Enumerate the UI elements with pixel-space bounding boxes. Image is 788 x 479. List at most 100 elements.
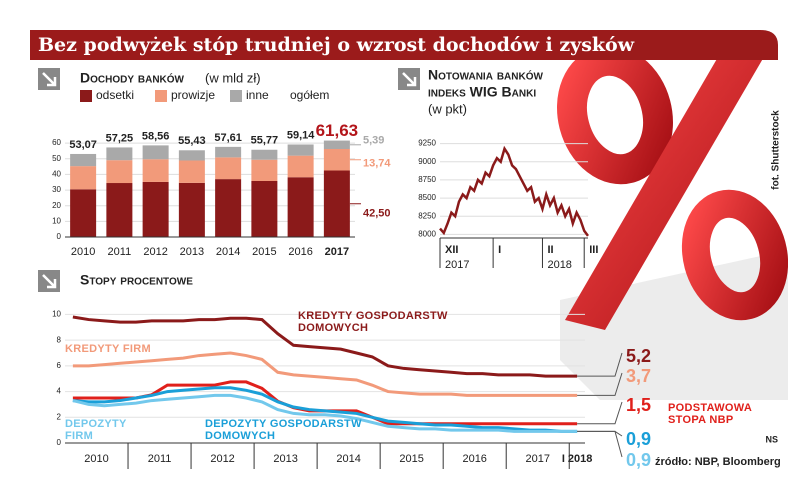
chart-subtitle: indeks WIG Banki [428, 84, 536, 100]
bar-segment [106, 147, 133, 161]
y-tick-label: 30 [52, 185, 61, 194]
bar-segment [70, 166, 97, 190]
bar-segment [287, 177, 314, 237]
chart-title: Notowania banków [428, 67, 543, 83]
y-tick-label: 10 [52, 216, 61, 225]
x-tick-label: 2016 [462, 453, 486, 465]
chart-unit: (w pkt) [428, 101, 467, 116]
total-label: 58,56 [142, 130, 170, 142]
value-label: 13,74 [363, 158, 391, 170]
legend-label: odsetki [96, 88, 134, 102]
author: NS [765, 434, 778, 444]
chart-subtitle: (w mld zł) [205, 70, 261, 85]
end-label: 5,2 [626, 346, 651, 366]
total-label: 53,07 [69, 139, 97, 151]
y-tick-label: 60 [52, 138, 61, 147]
x-tick-label: III [589, 244, 598, 256]
header-title: Bez podwyżek stóp trudniej o wzrost doch… [38, 34, 635, 56]
section-icon [38, 68, 420, 292]
y-tick-label: 4 [57, 387, 62, 396]
y-tick-label: 9000 [418, 157, 436, 166]
value-label: 5,39 [363, 135, 384, 147]
y-tick-label: 0 [57, 232, 62, 241]
y-tick-label: 6 [57, 361, 62, 370]
x-tick-label: 2010 [71, 246, 95, 258]
x-tick-label: 2014 [336, 453, 360, 465]
y-tick-label: 2 [57, 412, 62, 421]
line-series [72, 315, 578, 378]
year-label: 2018 [547, 259, 571, 271]
bar-segment [70, 153, 97, 167]
bar-segment [251, 159, 278, 181]
legend-swatch [155, 90, 167, 102]
x-tick-label: 2010 [84, 453, 108, 465]
leader-line [577, 372, 623, 396]
x-tick-label: XII [445, 244, 458, 256]
chart-title: Stopy procentowe [80, 272, 193, 288]
series-label: DEPOZYTY FIRM [65, 418, 127, 442]
x-tick-label: 2015 [252, 246, 276, 258]
y-tick-label: 8250 [418, 211, 436, 220]
totals-label: ogółem [290, 88, 329, 102]
total-label: 57,61 [214, 132, 242, 144]
leader-line [577, 352, 623, 377]
legend-label: prowizje [171, 88, 215, 102]
series-label: KREDYTY GOSPODARSTW DOMOWYCH [298, 310, 448, 334]
bar-segment [178, 150, 205, 161]
bar-segment [251, 149, 278, 160]
total-label: 59,14 [287, 129, 315, 141]
bar-segment [70, 189, 97, 237]
total-label: 57,25 [106, 132, 134, 144]
chart-title: Dochody banków [80, 70, 185, 86]
end-label: 0,9 [626, 450, 651, 470]
legend-label: inne [246, 88, 269, 102]
x-tick-label: 2012 [143, 246, 167, 258]
end-label: 0,9 [626, 429, 651, 449]
x-tick-label: II [547, 244, 553, 256]
bar-segment [287, 144, 314, 156]
x-tick-label: I 2018 [562, 453, 593, 465]
x-tick-label: I [498, 244, 501, 256]
y-tick-label: 50 [52, 154, 61, 163]
series-label: PODSTAWOWA STOPA NBP [668, 402, 752, 426]
bar-segment [323, 149, 350, 171]
x-tick-label: 2015 [399, 453, 423, 465]
x-tick-label: 2011 [108, 246, 132, 258]
y-tick-label: 8750 [418, 175, 436, 184]
x-tick-label: 2012 [210, 453, 234, 465]
bar-segment [323, 140, 350, 150]
bar-segment [215, 157, 242, 180]
percent-graphic [557, 45, 788, 330]
y-tick-label: 9250 [418, 139, 436, 148]
header-bar [30, 30, 778, 60]
y-tick-label: 0 [57, 438, 62, 447]
bar-segment [142, 181, 169, 237]
y-tick-label: 8 [57, 335, 62, 344]
total-label: 55,43 [178, 135, 206, 147]
y-tick-label: 20 [52, 201, 61, 210]
leader-line [577, 430, 623, 458]
line-series [72, 351, 578, 397]
y-tick-label: 10 [52, 310, 61, 319]
x-tick-label: 2017 [325, 246, 349, 258]
source: źródło: NBP, Bloomberg [655, 456, 781, 468]
x-tick-label: 2011 [148, 453, 172, 465]
end-label: 3,7 [626, 366, 651, 386]
value-label: 42,50 [363, 208, 391, 220]
series-label: KREDYTY FIRM [65, 343, 151, 355]
total-label: 61,63 [316, 121, 359, 140]
line-series [72, 386, 578, 433]
bar-segment [215, 146, 242, 158]
x-tick-label: 2014 [216, 246, 240, 258]
photo-credit: fot. Shutterstock [771, 110, 782, 190]
bar-segment [106, 183, 133, 237]
bar-segment [178, 182, 205, 237]
bar-segment [251, 180, 278, 237]
bar-segment [142, 159, 169, 182]
end-label: 1,5 [626, 395, 651, 415]
year-label: 2017 [445, 259, 469, 271]
y-tick-label: 40 [52, 170, 61, 179]
bar-segment [142, 145, 169, 160]
x-tick-label: 2013 [273, 453, 297, 465]
